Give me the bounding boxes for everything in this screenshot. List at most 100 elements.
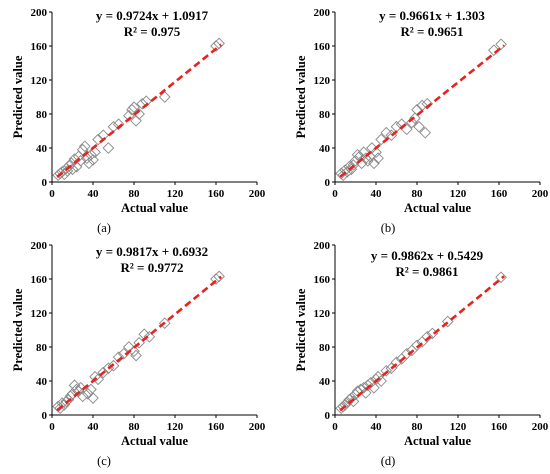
data-point xyxy=(72,385,85,398)
trendline xyxy=(339,44,505,178)
x-axis-label: Actual value xyxy=(121,434,188,448)
x-axis-label: Actual value xyxy=(121,201,188,215)
data-point xyxy=(345,392,358,404)
panel-caption: (d) xyxy=(381,454,396,468)
data-point xyxy=(421,330,434,343)
data-point xyxy=(411,103,423,116)
data-point xyxy=(361,379,374,392)
x-tick-label: 0 xyxy=(49,421,55,433)
data-point xyxy=(68,153,81,165)
x-tick-label: 160 xyxy=(491,421,508,433)
y-tick-label: 0 xyxy=(325,177,331,189)
data-point xyxy=(78,140,91,153)
data-point xyxy=(372,370,384,383)
data-point xyxy=(409,112,421,125)
data-point xyxy=(83,157,95,170)
y-tick-label: 120 xyxy=(314,75,331,87)
x-tick-label: 80 xyxy=(129,188,141,200)
data-point xyxy=(359,387,372,399)
data-point xyxy=(130,349,142,362)
y-axis-label: Predicted value xyxy=(294,55,308,138)
data-point xyxy=(380,364,393,377)
data-point xyxy=(143,330,156,343)
data-point xyxy=(87,392,99,404)
y-tick-label: 120 xyxy=(31,75,48,87)
regression-equation: y = 0.9862x + 0.5429 xyxy=(371,248,484,263)
regression-equation: y = 0.9724x + 1.0917 xyxy=(96,8,209,23)
data-point xyxy=(112,351,125,364)
x-tick-label: 0 xyxy=(49,188,55,200)
y-tick-label: 40 xyxy=(36,143,48,155)
data-point xyxy=(158,91,171,103)
data-point xyxy=(413,120,425,133)
data-point xyxy=(345,163,358,176)
x-tick-label: 160 xyxy=(208,421,225,433)
y-axis-label: Predicted value xyxy=(294,288,308,371)
r-squared: R² = 0.9772 xyxy=(121,260,184,275)
data-point xyxy=(495,38,507,51)
x-tick-label: 200 xyxy=(532,188,549,200)
y-tick-label: 80 xyxy=(36,109,48,121)
y-tick-label: 0 xyxy=(42,177,48,189)
x-tick-label: 0 xyxy=(332,188,338,200)
x-tick-label: 120 xyxy=(450,188,467,200)
data-point xyxy=(488,44,500,57)
y-tick-label: 120 xyxy=(314,308,331,320)
data-point xyxy=(126,103,138,116)
y-tick-label: 160 xyxy=(314,274,331,286)
x-tick-label: 40 xyxy=(371,188,383,200)
data-point xyxy=(92,373,104,386)
data-point xyxy=(213,37,225,50)
data-point xyxy=(76,390,89,403)
trendline xyxy=(56,275,222,412)
y-axis-label: Predicted value xyxy=(11,288,25,371)
x-tick-label: 160 xyxy=(491,188,508,200)
r-squared: R² = 0.975 xyxy=(124,24,181,39)
data-point xyxy=(128,345,140,358)
y-tick-label: 80 xyxy=(319,109,331,121)
x-tick-label: 40 xyxy=(371,421,383,433)
y-tick-label: 160 xyxy=(31,41,48,53)
data-point xyxy=(370,146,382,159)
y-tick-label: 200 xyxy=(31,240,48,252)
data-point xyxy=(347,395,360,408)
data-point xyxy=(128,101,140,114)
x-axis-label: Actual value xyxy=(404,201,471,215)
r-squared: R² = 0.9861 xyxy=(396,264,459,279)
data-point xyxy=(89,146,101,159)
y-tick-label: 200 xyxy=(314,7,331,19)
regression-equation: y = 0.9817x + 0.6932 xyxy=(96,244,208,259)
y-tick-label: 0 xyxy=(325,410,331,422)
trendline xyxy=(56,43,222,178)
data-point xyxy=(368,157,380,170)
data-point xyxy=(87,154,99,166)
data-point xyxy=(92,133,104,146)
panel-a: 0 40 80 120 160 200 0 40 80 120 160 200 Actual value… xyxy=(11,7,266,235)
data-point xyxy=(64,390,77,403)
data-point xyxy=(102,142,115,154)
data-point xyxy=(133,336,145,349)
y-tick-label: 40 xyxy=(36,376,48,388)
data-point xyxy=(97,366,110,379)
data-point xyxy=(66,387,79,400)
y-tick-label: 200 xyxy=(31,7,48,19)
data-point xyxy=(357,146,370,159)
x-tick-label: 200 xyxy=(249,421,266,433)
y-axis-label: Predicted value xyxy=(11,55,25,138)
data-point xyxy=(357,381,370,394)
x-tick-label: 40 xyxy=(88,188,100,200)
x-tick-label: 120 xyxy=(167,421,184,433)
y-tick-label: 80 xyxy=(36,342,48,354)
data-point xyxy=(375,133,387,146)
data-point xyxy=(112,118,125,131)
y-tick-label: 200 xyxy=(314,240,331,252)
panel-b: 0 40 80 120 160 200 0 40 80 120 160 200 Actual value… xyxy=(294,7,549,235)
y-tick-label: 40 xyxy=(319,376,331,388)
data-point xyxy=(390,120,403,133)
x-tick-label: 200 xyxy=(532,421,549,433)
data-point xyxy=(107,359,120,372)
x-tick-label: 120 xyxy=(450,421,467,433)
x-tick-label: 80 xyxy=(412,421,424,433)
y-tick-label: 160 xyxy=(314,41,331,53)
